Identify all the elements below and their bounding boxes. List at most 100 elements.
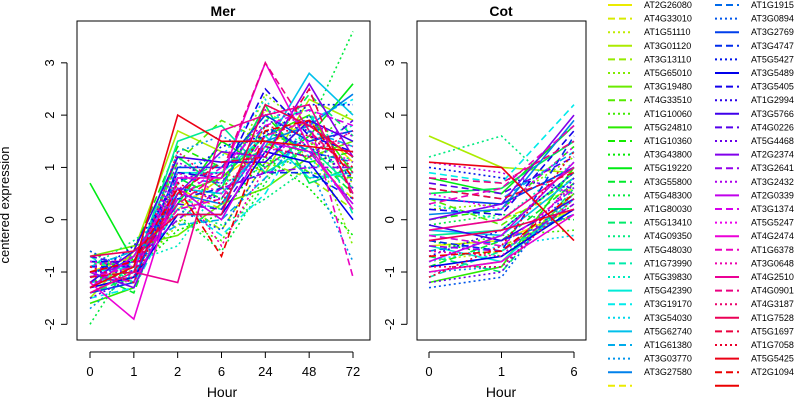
legend-label: AT5G24810	[644, 122, 692, 132]
legend-label: AT4G09350	[644, 231, 692, 241]
x-axis-mer: 0 1 2 6 24 48 72	[86, 351, 360, 379]
legend-label: AT1G73990	[644, 258, 692, 268]
mer-series-line	[89, 129, 354, 294]
legend-label: AT3G03770	[644, 354, 692, 364]
cot-series-line	[428, 119, 575, 216]
legend-label: AT1G7058	[751, 340, 794, 350]
mer-series-line	[89, 82, 354, 289]
legend-label: AT3G2769	[751, 27, 794, 37]
x-tick-label: 6	[570, 364, 577, 379]
mer-series-line	[89, 124, 354, 284]
y-tick-label: 3	[382, 59, 397, 66]
legend-label: AT4G2474	[751, 231, 794, 241]
legend-label: AT3G27580	[644, 367, 692, 377]
cot-series-line	[428, 192, 575, 258]
legend-label: AT2G2374	[751, 150, 794, 160]
legend-label: AT5G48030	[644, 245, 692, 255]
legend-label: AT1G10060	[644, 109, 692, 119]
mer-series-line	[89, 119, 354, 273]
y-axis-mer: -2 -1 0 1 2 3	[42, 59, 68, 330]
mer-series-line	[89, 135, 354, 268]
cot-series-lines	[428, 104, 575, 289]
plot-frame-cot	[416, 20, 587, 341]
cot-series-line	[428, 177, 575, 226]
legend-label: AT2G0339	[751, 190, 794, 200]
y-tick-label: 1	[42, 164, 57, 171]
cot-series-line	[428, 156, 575, 211]
legend-label: AT1G80030	[644, 204, 692, 214]
y-tick-label: 2	[42, 112, 57, 119]
plot-frame-mer	[76, 20, 371, 341]
cot-series-line	[428, 166, 575, 231]
x-axis-label-cot: Hour	[486, 384, 517, 400]
legend-label: AT5G5427	[751, 54, 794, 64]
panel-mer: Mer -2 -1 0 1 2 3 0 1 2 6 24 48 72 Hour	[42, 3, 371, 400]
cot-series-line	[428, 124, 575, 205]
legend-label: AT5G65010	[644, 68, 692, 78]
y-tick-label: -2	[382, 319, 397, 331]
mer-series-line	[89, 135, 354, 310]
legend-label: AT1G10360	[644, 136, 692, 146]
mer-series-line	[89, 108, 354, 273]
legend-label: AT3G0894	[751, 14, 794, 24]
legend-label: AT4G0226	[751, 122, 794, 132]
y-tick-label: -1	[382, 266, 397, 278]
cot-series-line	[428, 208, 575, 268]
legend-label: AT3G1374	[751, 204, 794, 214]
legend-label: AT5G5247	[751, 218, 794, 228]
x-axis-label-mer: Hour	[207, 384, 238, 400]
legend-label: AT1G51110	[644, 27, 691, 37]
legend-label: AT5G39830	[644, 272, 692, 282]
legend-label: AT3G2432	[751, 177, 794, 187]
legend-label: AT3G5766	[751, 109, 794, 119]
legend-label: AT5G1697	[751, 326, 794, 336]
cot-series-line	[428, 114, 575, 221]
x-tick-label: 0	[425, 364, 432, 379]
legend-label: AT3G0648	[751, 258, 794, 268]
y-tick-label: 2	[382, 112, 397, 119]
y-tick-label: 0	[382, 216, 397, 223]
cot-series-line	[428, 151, 575, 278]
x-tick-label: 24	[258, 364, 272, 379]
legend-label: AT2G26080	[644, 0, 692, 10]
cot-series-line	[428, 140, 575, 184]
legend-label: AT4G2510	[751, 272, 794, 282]
x-tick-label: 2	[174, 364, 181, 379]
legend-label: AT3G13110	[644, 54, 691, 64]
mer-series-line	[89, 140, 354, 268]
panel-title-cot: Cot	[489, 3, 513, 19]
y-axis-cot: -2 -1 0 1 2 3	[382, 59, 408, 331]
legend-label: AT3G2641	[751, 163, 794, 173]
legend-label: AT3G55800	[644, 177, 692, 187]
legend-label: AT3G5405	[751, 82, 794, 92]
legend-label: AT4G0901	[751, 286, 794, 296]
cot-series-line	[428, 161, 575, 263]
x-tick-label: 48	[302, 364, 316, 379]
mer-series-lines	[89, 31, 354, 325]
y-tick-label: 0	[42, 216, 57, 223]
legend-label: AT4G3187	[751, 299, 794, 309]
mer-series-line	[90, 171, 354, 268]
legend-label: AT1G1915	[751, 0, 794, 10]
legend-label: AT3G19480	[644, 82, 692, 92]
legend-label: AT4G33010	[644, 14, 692, 24]
cot-series-line	[428, 145, 575, 221]
cot-series-line	[428, 104, 575, 184]
cot-series-line	[428, 125, 575, 195]
legend-label: AT5G19220	[644, 163, 692, 173]
y-tick-label: 1	[382, 164, 397, 171]
mer-series-line	[89, 103, 354, 258]
panel-title-mer: Mer	[211, 3, 236, 19]
legend-label: AT2G1094	[751, 367, 794, 377]
legend-label: AT3G5489	[751, 68, 794, 78]
legend-label: AT3G01120	[644, 41, 691, 51]
cot-series-line	[428, 135, 575, 252]
x-tick-label: 0	[86, 364, 93, 379]
legend-label: AT5G5425	[751, 354, 794, 364]
legend-label: AT5G4468	[751, 136, 794, 146]
cot-series-line	[428, 182, 575, 258]
mer-series-line	[89, 87, 354, 278]
legend-label: AT1G61380	[644, 340, 692, 350]
cot-series-line	[428, 130, 575, 216]
